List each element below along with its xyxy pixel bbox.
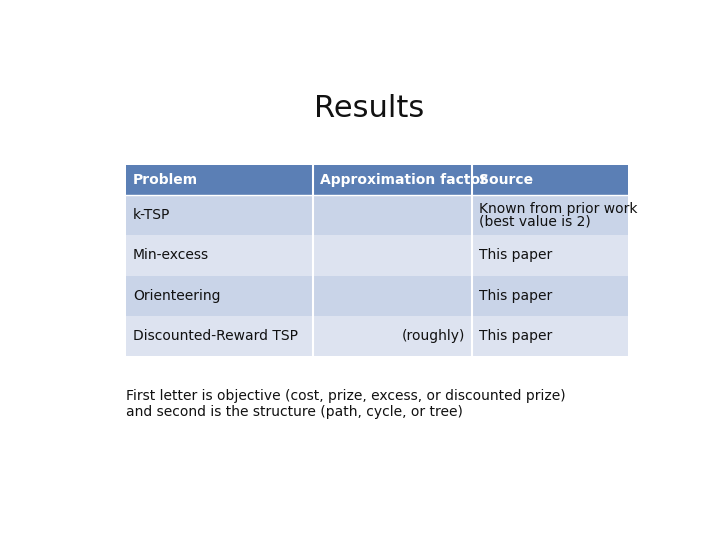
- Text: Known from prior work: Known from prior work: [479, 202, 637, 216]
- Text: Approximation factor: Approximation factor: [320, 173, 487, 187]
- Bar: [126, 235, 629, 275]
- Bar: [126, 275, 629, 316]
- Text: Discounted-Reward TSP: Discounted-Reward TSP: [133, 329, 298, 343]
- Text: Source: Source: [479, 173, 533, 187]
- Text: k-TSP: k-TSP: [133, 208, 171, 222]
- Text: This paper: This paper: [479, 329, 552, 343]
- Text: Min-excess: Min-excess: [133, 248, 209, 262]
- Text: This paper: This paper: [479, 288, 552, 302]
- Text: (best value is 2): (best value is 2): [479, 214, 590, 228]
- Text: This paper: This paper: [479, 248, 552, 262]
- Bar: [126, 195, 629, 235]
- Text: (roughly): (roughly): [402, 329, 466, 343]
- Bar: [126, 165, 629, 195]
- Text: Problem: Problem: [133, 173, 198, 187]
- Text: Orienteering: Orienteering: [133, 288, 220, 302]
- Text: Results: Results: [314, 94, 424, 123]
- Text: First letter is objective (cost, prize, excess, or discounted prize)
and second : First letter is objective (cost, prize, …: [126, 389, 566, 419]
- Bar: [126, 316, 629, 356]
